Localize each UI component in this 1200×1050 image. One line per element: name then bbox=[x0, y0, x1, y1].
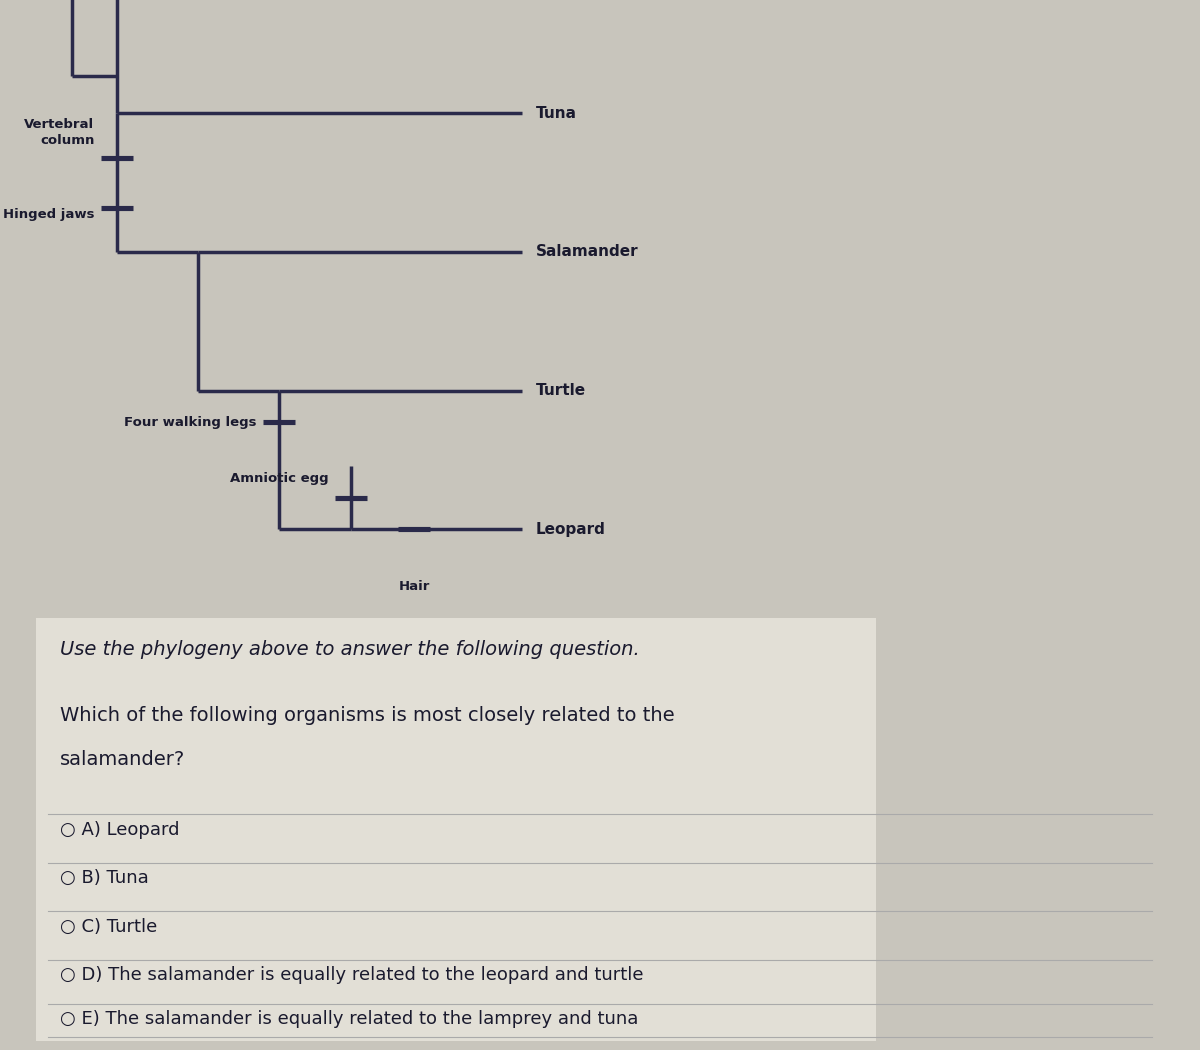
Text: Which of the following organisms is most closely related to the: Which of the following organisms is most… bbox=[60, 706, 674, 724]
Text: Use the phylogeny above to answer the following question.: Use the phylogeny above to answer the fo… bbox=[60, 639, 640, 658]
Text: ○ A) Leopard: ○ A) Leopard bbox=[60, 821, 180, 839]
Text: Leopard: Leopard bbox=[535, 522, 605, 537]
Text: ○ C) Turtle: ○ C) Turtle bbox=[60, 918, 157, 936]
Text: Salamander: Salamander bbox=[535, 245, 638, 259]
FancyBboxPatch shape bbox=[36, 617, 876, 1042]
Text: Four walking legs: Four walking legs bbox=[124, 416, 257, 428]
Text: ○ B) Tuna: ○ B) Tuna bbox=[60, 869, 149, 887]
Text: Amniotic egg: Amniotic egg bbox=[230, 472, 329, 485]
Text: Tuna: Tuna bbox=[535, 106, 576, 121]
Text: Hinged jaws: Hinged jaws bbox=[4, 208, 95, 220]
Text: ○ E) The salamander is equally related to the lamprey and tuna: ○ E) The salamander is equally related t… bbox=[60, 1010, 638, 1028]
Text: Vertebral
column: Vertebral column bbox=[24, 118, 95, 147]
Text: Turtle: Turtle bbox=[535, 383, 586, 398]
Text: salamander?: salamander? bbox=[60, 750, 185, 769]
Text: ○ D) The salamander is equally related to the leopard and turtle: ○ D) The salamander is equally related t… bbox=[60, 966, 643, 984]
Text: Hair: Hair bbox=[398, 580, 430, 592]
